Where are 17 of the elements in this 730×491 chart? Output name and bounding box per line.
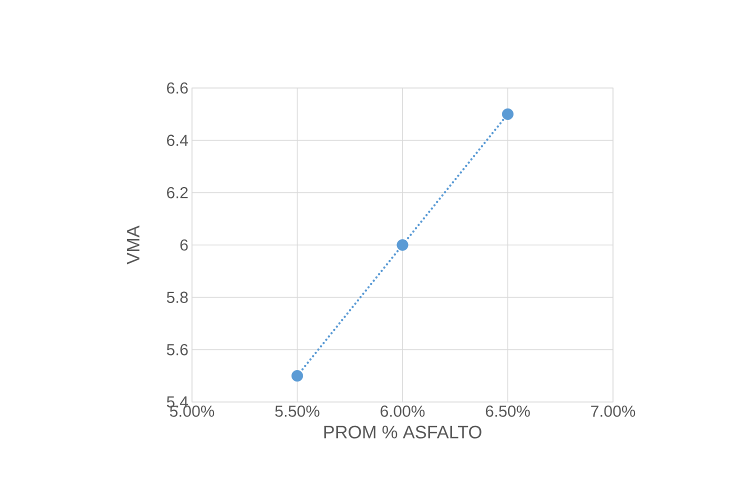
- x-tick-label: 5.50%: [275, 406, 320, 417]
- point: [396, 239, 408, 251]
- x-tick-label: 6.50%: [486, 406, 530, 417]
- x-axis-title: PROM % ASFALTO: [324, 426, 482, 438]
- point: [291, 370, 304, 382]
- y-axis-title: VMA: [126, 226, 140, 264]
- y-tick-label: 6: [180, 239, 188, 251]
- x-tick-label: 7.00%: [591, 406, 636, 417]
- y-tick-label: 6.4: [167, 134, 188, 146]
- x-tick-label: 5.00%: [170, 406, 214, 417]
- y-tick-label: 5.8: [166, 292, 188, 303]
- point: [502, 108, 514, 120]
- y-tick-label: 5.4: [166, 396, 188, 408]
- y-tick-label: 6.2: [167, 187, 188, 198]
- y-tick-label: 6.6: [167, 82, 188, 94]
- y-tick-label: 5.6: [166, 344, 188, 356]
- x-tick-label: 6.00%: [380, 406, 425, 417]
